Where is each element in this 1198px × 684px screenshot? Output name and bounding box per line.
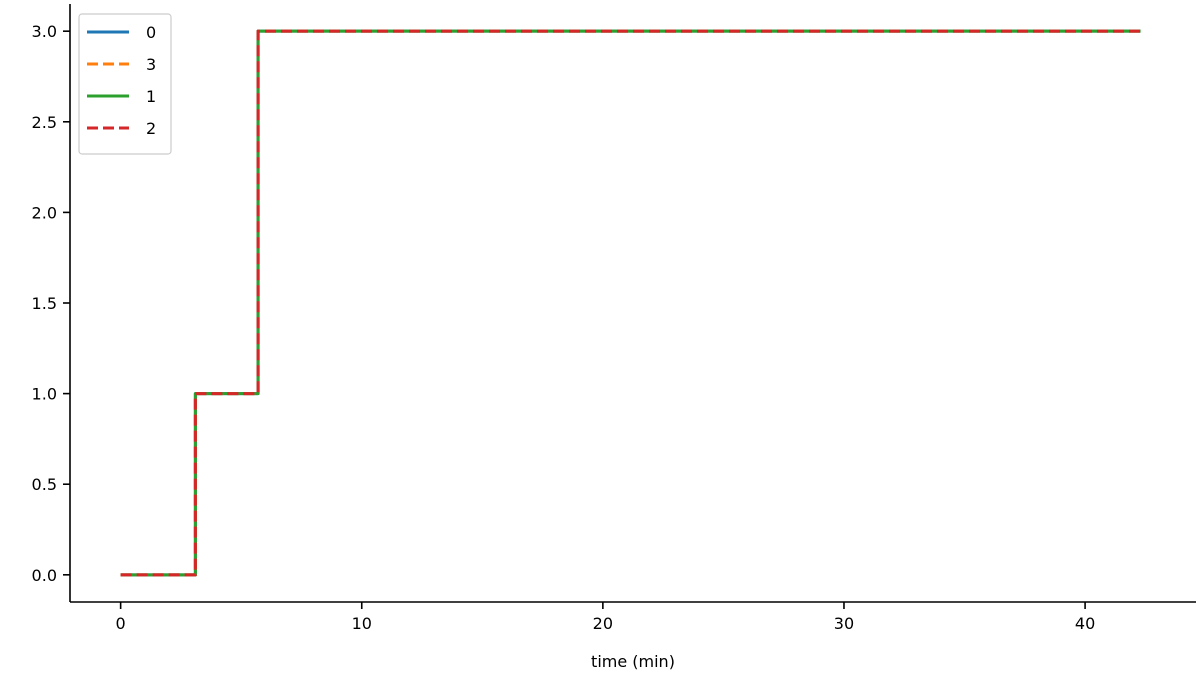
legend-box	[78, 13, 172, 155]
x-tick-label: 40	[1075, 614, 1095, 633]
series-line-1	[120, 29, 1141, 577]
y-tick-label: 0.5	[32, 475, 57, 494]
series-layer	[120, 29, 1141, 577]
series-line-3	[120, 29, 1141, 577]
axes-layer	[69, 4, 1196, 603]
ticks-layer: 0 10 20 30 400.00.51.01.52.02.53.0	[32, 22, 1096, 633]
y-tick-label: 0.0	[32, 566, 57, 585]
legend-label-3: 3	[146, 55, 156, 74]
y-tick-label: 2.5	[32, 113, 57, 132]
legend: 0 3 1 2	[78, 13, 172, 155]
y-tick-label: 1.5	[32, 294, 57, 313]
x-axis-label: time (min)	[591, 652, 675, 671]
legend-label-2: 2	[146, 119, 156, 138]
series-line-0	[120, 29, 1141, 577]
y-tick-label: 2.0	[32, 203, 57, 222]
y-tick-label: 3.0	[32, 22, 57, 41]
legend-label-0: 0	[146, 23, 156, 42]
x-tick-label: 0	[116, 614, 126, 633]
series-line-2	[120, 29, 1141, 577]
x-tick-label: 30	[834, 614, 854, 633]
y-tick-label: 1.0	[32, 385, 57, 404]
legend-label-1: 1	[146, 87, 156, 106]
x-tick-label: 20	[593, 614, 613, 633]
x-tick-label: 10	[352, 614, 372, 633]
